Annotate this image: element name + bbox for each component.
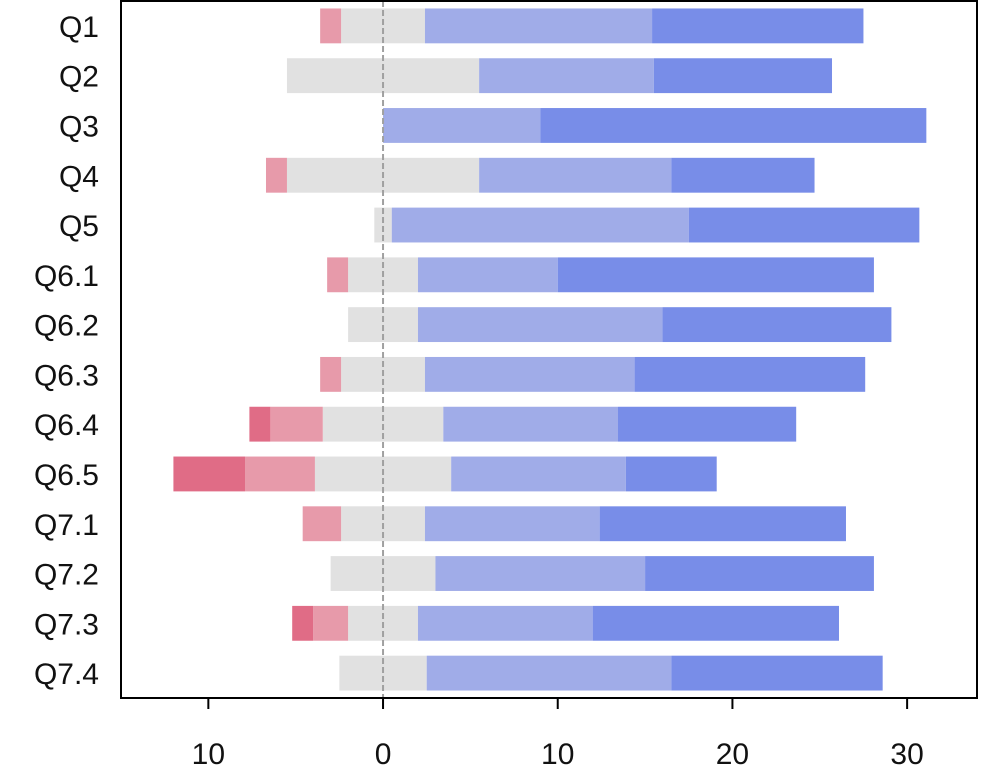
bar-segment bbox=[424, 356, 635, 392]
x-tick-label: 10 bbox=[192, 738, 225, 771]
y-tick-label: Q3 bbox=[59, 110, 99, 143]
bar-segment bbox=[645, 556, 874, 591]
bar-segment bbox=[327, 257, 349, 293]
bar-segment bbox=[374, 207, 392, 243]
bar-segment bbox=[653, 58, 833, 94]
bar-segment bbox=[417, 605, 593, 641]
bar-segment bbox=[479, 58, 654, 94]
y-tick-label: Q6.5 bbox=[34, 459, 99, 492]
bar-segment bbox=[443, 406, 619, 442]
bar-segment bbox=[652, 8, 864, 44]
y-tick-label: Q5 bbox=[59, 210, 99, 243]
bar-segment bbox=[302, 506, 342, 542]
bar-segment bbox=[540, 108, 927, 143]
y-tick-label: Q6.2 bbox=[34, 310, 99, 343]
bar-segment bbox=[391, 207, 689, 243]
bar-segment bbox=[265, 157, 287, 193]
bar-segment bbox=[245, 456, 315, 492]
bar-segment bbox=[270, 406, 323, 442]
y-tick-label: Q7.4 bbox=[34, 658, 99, 691]
y-tick-label: Q4 bbox=[59, 160, 99, 193]
bar-segment bbox=[592, 605, 839, 641]
x-tick-label: 0 bbox=[375, 738, 392, 771]
bar-segment bbox=[320, 8, 342, 44]
bar-segment bbox=[451, 456, 626, 492]
bar-segment bbox=[479, 157, 672, 193]
y-tick-label: Q2 bbox=[59, 61, 99, 94]
y-tick-label: Q7.1 bbox=[34, 509, 99, 542]
bar-segment bbox=[417, 257, 558, 293]
bar-segment bbox=[618, 406, 797, 442]
y-tick-label: Q6.3 bbox=[34, 359, 99, 392]
bar-segment bbox=[313, 605, 349, 641]
y-tick-label: Q7.2 bbox=[34, 559, 99, 592]
bar-segment bbox=[625, 456, 717, 492]
bar-segment bbox=[435, 556, 646, 591]
bar-segment bbox=[292, 605, 314, 641]
y-tick-label: Q7.3 bbox=[34, 608, 99, 641]
bar-segment bbox=[320, 356, 342, 392]
bar-segment bbox=[383, 108, 541, 143]
y-tick-label: Q6.1 bbox=[34, 260, 99, 293]
x-tick-label: 30 bbox=[890, 738, 923, 771]
y-tick-label: Q1 bbox=[59, 11, 99, 44]
bar-segment bbox=[249, 406, 271, 442]
x-tick-label: 20 bbox=[716, 738, 749, 771]
y-axis-labels: Q1 Q2 Q3 Q4 Q5 Q6.1 Q6.2 Q6.3 Q6.4 Q6.5 Q7.1 Q7.2 Q7… bbox=[34, 11, 99, 691]
bar-segment bbox=[662, 307, 892, 343]
bar-segment bbox=[671, 655, 883, 691]
bar-segment bbox=[634, 356, 866, 392]
bar-segment bbox=[424, 8, 653, 44]
bar-segment bbox=[424, 506, 600, 542]
y-tick-label: Q6.4 bbox=[34, 409, 99, 442]
x-axis: 10 0 10 20 30 bbox=[192, 698, 924, 771]
bar-segment bbox=[688, 207, 920, 243]
bar-segment bbox=[417, 307, 663, 343]
bars-layer bbox=[173, 8, 927, 691]
bar-segment bbox=[599, 506, 846, 542]
bar-segment bbox=[557, 257, 874, 293]
plot-frame bbox=[120, 0, 978, 699]
bar-segment bbox=[671, 157, 815, 193]
bar-segment bbox=[173, 456, 246, 492]
bar-segment bbox=[426, 655, 672, 691]
x-tick-label: 10 bbox=[541, 738, 574, 771]
